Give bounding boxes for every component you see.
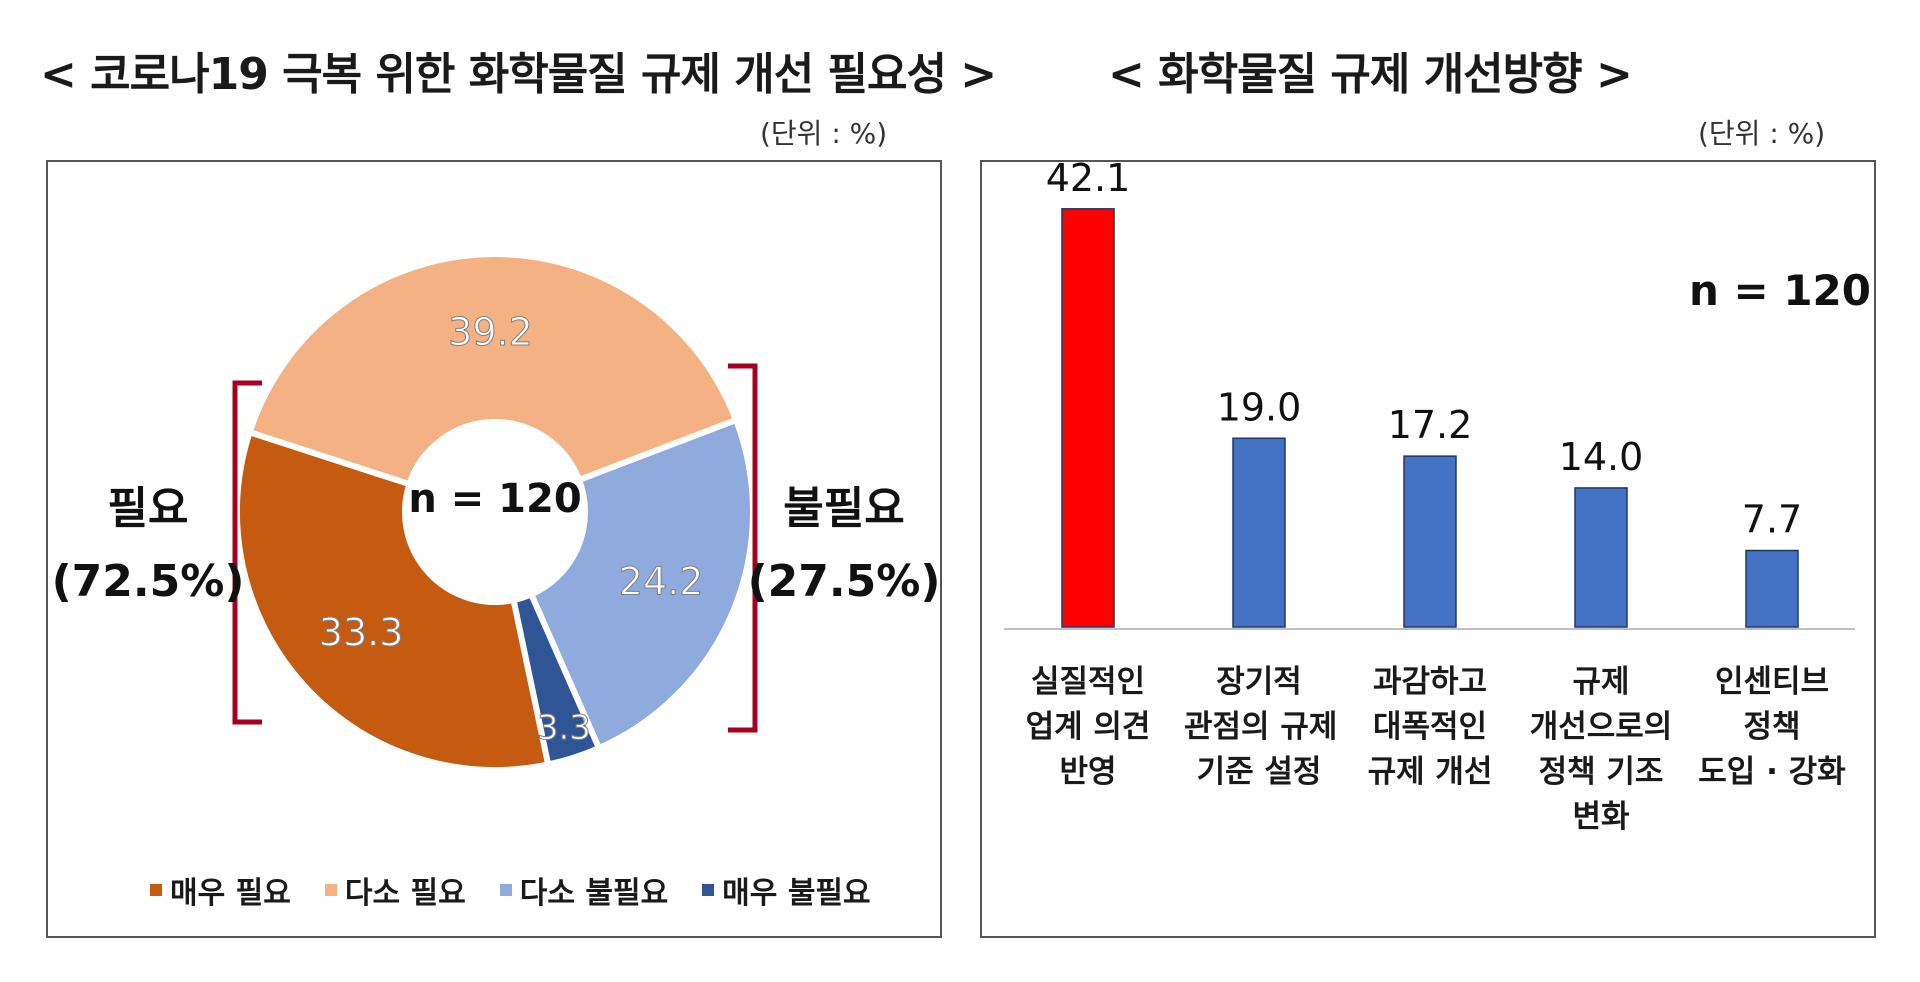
donut-center-n-label: n = 120 — [408, 476, 581, 522]
donut-value-label: 33.3 — [319, 610, 404, 654]
bar-category-line: 반영 — [1059, 754, 1117, 790]
bar-value-label: 42.1 — [1046, 156, 1131, 200]
bar-category-line: 변화 — [1572, 799, 1630, 835]
bar-category-line: 규제 — [1572, 664, 1630, 700]
donut-value-label: 39.2 — [448, 310, 533, 354]
legend-item: 다소 불필요 — [499, 868, 669, 912]
bar-category-line: 과감하고 — [1372, 664, 1488, 700]
legend-item: 다소 필요 — [324, 868, 466, 912]
bar-category-line: 도입 · 강화 — [1698, 754, 1846, 790]
legend-swatch-icon — [702, 884, 715, 896]
bar-category-line: 개선으로의 — [1529, 709, 1673, 745]
donut-value-label: 24.2 — [619, 559, 704, 603]
legend-swatch-icon — [324, 884, 337, 896]
bar — [1403, 455, 1457, 628]
donut-slice — [245, 251, 740, 488]
bar-value-label: 14.0 — [1559, 435, 1644, 479]
bar-category-line: 규제 개선 — [1367, 754, 1493, 790]
bar-value-label: 17.2 — [1388, 403, 1473, 447]
bar-category-line: 정책 — [1743, 709, 1801, 745]
need-bracket — [232, 380, 262, 725]
legend-label: 매우 필요 — [170, 876, 291, 911]
bar-category-line: 업계 의견 — [1025, 709, 1151, 745]
legend-item: 매우 필요 — [150, 868, 291, 912]
left-panel-title: < 코로나19 극복 위한 화학물질 규제 개선 필요성 > — [40, 49, 997, 100]
bar-category-line: 정책 기조 — [1538, 754, 1664, 790]
bar-category-line: 대폭적인 — [1372, 709, 1488, 745]
bar — [1232, 437, 1286, 628]
need-group-pct: (72.5%) — [52, 556, 245, 607]
left-unit-label: (단위 : %) — [760, 117, 888, 150]
bar-n-label: n = 120 — [1689, 266, 1871, 315]
noneed-bracket — [728, 363, 758, 733]
bar-value-label: 19.0 — [1217, 385, 1302, 429]
noneed-group-pct: (27.5%) — [748, 556, 941, 607]
noneed-group-label: 불필요 — [783, 483, 904, 534]
need-group-label: 필요 — [108, 483, 189, 534]
legend-swatch-icon — [499, 884, 512, 896]
bar — [1574, 487, 1628, 628]
bar-category-line: 실질적인 — [1030, 664, 1146, 700]
legend-label: 다소 불필요 — [519, 876, 669, 911]
bar — [1061, 208, 1115, 628]
bar-category-line: 장기적 — [1216, 664, 1302, 700]
right-panel-title: < 화학물질 규제 개선방향 > — [1108, 49, 1633, 100]
bar-value-label: 7.7 — [1742, 498, 1802, 542]
donut-value-label: 3.3 — [537, 708, 591, 748]
legend-label: 매우 불필요 — [722, 876, 871, 911]
legend-item: 매우 불필요 — [702, 868, 871, 912]
bar-category-line: 기준 설정 — [1196, 754, 1322, 790]
right-unit-label: (단위 : %) — [1698, 117, 1826, 150]
legend-label: 다소 필요 — [344, 876, 466, 911]
donut-legend: 매우 필요 다소 필요 다소 불필요 매우 불필요 — [150, 868, 871, 912]
bar — [1745, 549, 1799, 628]
bar-category-line: 관점의 규제 — [1184, 709, 1338, 745]
legend-swatch-icon — [150, 884, 162, 896]
bar-category-line: 인센티브 — [1714, 664, 1830, 700]
